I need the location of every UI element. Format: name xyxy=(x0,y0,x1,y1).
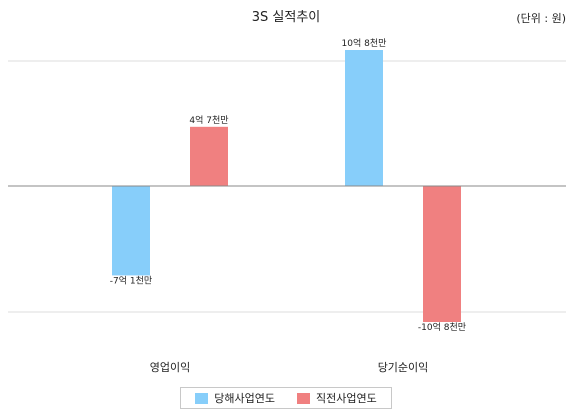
unit-label: (단위 : 원) xyxy=(516,12,566,25)
bar-previous-1 xyxy=(423,186,461,322)
data-label: 10억 8천만 xyxy=(342,37,387,49)
legend: 당해사업연도 직전사업연도 xyxy=(180,387,392,409)
legend-item-previous[interactable]: 직전사업연도 xyxy=(297,390,377,406)
category-label: 당기순이익 xyxy=(378,361,429,374)
bar-current-0 xyxy=(112,186,150,276)
legend-label-previous: 직전사업연도 xyxy=(316,392,377,405)
data-label: -7억 1천만 xyxy=(110,274,152,286)
data-label: -10억 8천만 xyxy=(418,321,466,333)
legend-item-current[interactable]: 당해사업연도 xyxy=(195,390,275,406)
data-label: 4억 7천만 xyxy=(189,114,228,126)
legend-swatch-previous xyxy=(297,392,310,404)
legend-swatch-current xyxy=(195,392,209,404)
chart-title: 3S 실적추이 xyxy=(251,10,321,25)
bar-current-1 xyxy=(345,50,383,186)
category-label: 영업이익 xyxy=(150,361,190,374)
bar-previous-0 xyxy=(190,126,228,186)
legend-label-current: 당해사업연도 xyxy=(214,392,275,405)
